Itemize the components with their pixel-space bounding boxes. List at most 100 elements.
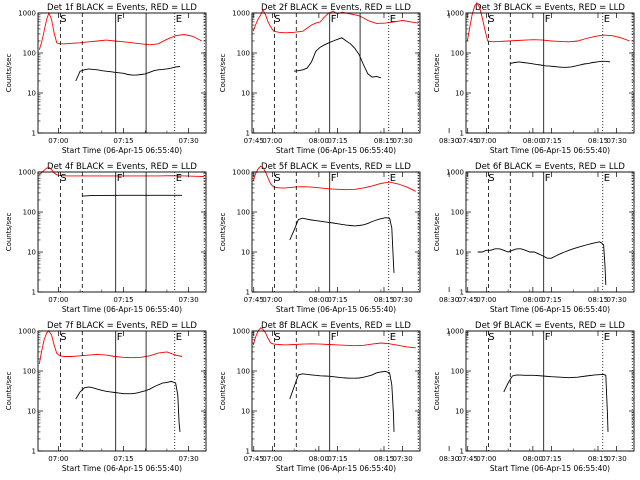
x-tick-label: 07:30 (393, 137, 413, 145)
series-line-events (510, 60, 611, 68)
x-tick-label: 07:30 (393, 455, 413, 463)
y-tick-label: 100 (237, 50, 250, 58)
y-tick-label: 1000 (446, 328, 464, 336)
series-line-events (289, 370, 395, 432)
plot-frame (465, 330, 635, 452)
x-axis-label: Start Time (06-Apr-15 06:55:40) (276, 305, 396, 314)
x-axis-label: Start Time (06-Apr-15 06:55:40) (62, 146, 182, 155)
x-axis-label: Start Time (06-Apr-15 06:55:40) (276, 146, 396, 155)
y-tick-label: 100 (23, 50, 36, 58)
y-tick-label: 1 (460, 130, 464, 138)
x-tick-label: 07:45 (458, 455, 478, 463)
y-tick-label: 1 (460, 448, 464, 456)
x-tick-label: 07:00 (48, 296, 68, 304)
panel-title: Det 5f BLACK = Events, RED = LLD (261, 162, 411, 172)
y-tick-label: 100 (23, 368, 36, 376)
x-tick-label: 08:30 (439, 137, 459, 145)
x-tick-label: 07:00 (476, 137, 496, 145)
x-tick-label: 08:15 (588, 455, 608, 463)
marker-f: F (545, 173, 551, 184)
x-axis-label: Start Time (06-Apr-15 06:55:40) (62, 464, 182, 473)
panel-title: Det 3f BLACK = Events, RED = LLD (475, 3, 625, 13)
x-axis-label: Start Time (06-Apr-15 06:55:40) (490, 305, 610, 314)
marker-s: S (488, 173, 494, 184)
plot-frame (37, 12, 207, 134)
marker-f: F (545, 332, 551, 343)
y-tick-label: 100 (237, 209, 250, 217)
series-line-lld (39, 166, 204, 177)
plot-frame (465, 12, 635, 134)
y-tick-label: 10 (27, 408, 36, 416)
y-axis-label: Counts/sec (5, 213, 13, 252)
x-tick-label: 07:00 (476, 296, 496, 304)
marker-e: E (604, 14, 610, 25)
x-tick-label: 08:00 (309, 137, 329, 145)
y-tick-label: 1 (32, 448, 36, 456)
plot-frame (465, 171, 635, 293)
panel-title: Det 8f BLACK = Events, RED = LLD (261, 321, 411, 331)
marker-f: F (117, 332, 123, 343)
marker-e: E (604, 173, 610, 184)
plot-frame (251, 171, 421, 293)
marker-f: F (331, 14, 337, 25)
x-tick-label: 08:15 (588, 296, 608, 304)
series-line-events (503, 373, 609, 432)
marker-f: F (331, 332, 337, 343)
y-axis-label: Counts/sec (219, 54, 227, 93)
marker-e: E (176, 173, 182, 184)
x-axis-label: Start Time (06-Apr-15 06:55:40) (62, 305, 182, 314)
x-tick-label: 07:00 (48, 455, 68, 463)
series-line-lld (466, 1, 630, 43)
y-tick-label: 1 (246, 448, 250, 456)
y-tick-label: 1 (460, 289, 464, 297)
x-tick-label: 08:00 (523, 296, 543, 304)
x-tick-label: 07:45 (244, 137, 264, 145)
marker-s: S (274, 14, 280, 25)
series-line-lld (252, 8, 418, 34)
panel-title: Det 2f BLACK = Events, RED = LLD (261, 3, 411, 13)
x-tick-label: 07:15 (541, 137, 561, 145)
detector-panel-8: Det 8f BLACK = Events, RED = LLD Counts/s… (219, 321, 608, 473)
y-axis-label: Counts/sec (433, 54, 441, 93)
series-line-lld (252, 165, 416, 192)
x-tick-label: 08:15 (374, 296, 394, 304)
x-tick-label: 08:00 (523, 137, 543, 145)
detector-panel-3: Det 3f BLACK = Events, RED = LLD Counts/s… (433, 1, 635, 155)
y-tick-label: 1000 (232, 10, 250, 18)
marker-s: S (488, 332, 494, 343)
x-tick-label: 08:00 (309, 296, 329, 304)
y-tick-label: 1000 (232, 169, 250, 177)
x-tick-label: 08:15 (374, 137, 394, 145)
x-tick-label: 07:30 (179, 137, 199, 145)
x-tick-label: 08:15 (374, 455, 394, 463)
detector-panel-2: Det 2f BLACK = Events, RED = LLD Counts/s… (219, 3, 608, 155)
x-axis-label: Start Time (06-Apr-15 06:55:40) (490, 464, 610, 473)
x-tick-label: 07:15 (327, 296, 347, 304)
y-tick-label: 100 (451, 209, 464, 217)
y-tick-label: 100 (451, 368, 464, 376)
x-tick-label: 07:45 (244, 455, 264, 463)
x-tick-label: 07:45 (458, 296, 478, 304)
x-tick-label: 07:15 (327, 137, 347, 145)
y-tick-label: 1000 (446, 10, 464, 18)
y-tick-label: 10 (27, 90, 36, 98)
y-axis-label: Counts/sec (219, 213, 227, 252)
panel-title: Det 6f BLACK = Events, RED = LLD (475, 162, 625, 172)
x-tick-label: 07:45 (458, 137, 478, 145)
x-tick-label: 08:15 (588, 137, 608, 145)
marker-f: F (331, 173, 337, 184)
x-tick-label: 07:15 (541, 455, 561, 463)
marker-f: F (545, 14, 551, 25)
x-tick-label: 07:30 (179, 296, 199, 304)
y-tick-label: 10 (241, 249, 250, 257)
x-tick-label: 07:15 (113, 137, 133, 145)
panel-title: Det 9f BLACK = Events, RED = LLD (475, 321, 625, 331)
x-tick-label: 07:30 (179, 455, 199, 463)
y-tick-label: 1000 (18, 10, 36, 18)
detector-panel-1: Det 1f BLACK = Events, RED = LLD Counts/s… (5, 3, 459, 155)
marker-s: S (274, 332, 280, 343)
y-tick-label: 10 (241, 408, 250, 416)
x-tick-label: 07:00 (262, 137, 282, 145)
y-axis-label: Counts/sec (433, 213, 441, 252)
